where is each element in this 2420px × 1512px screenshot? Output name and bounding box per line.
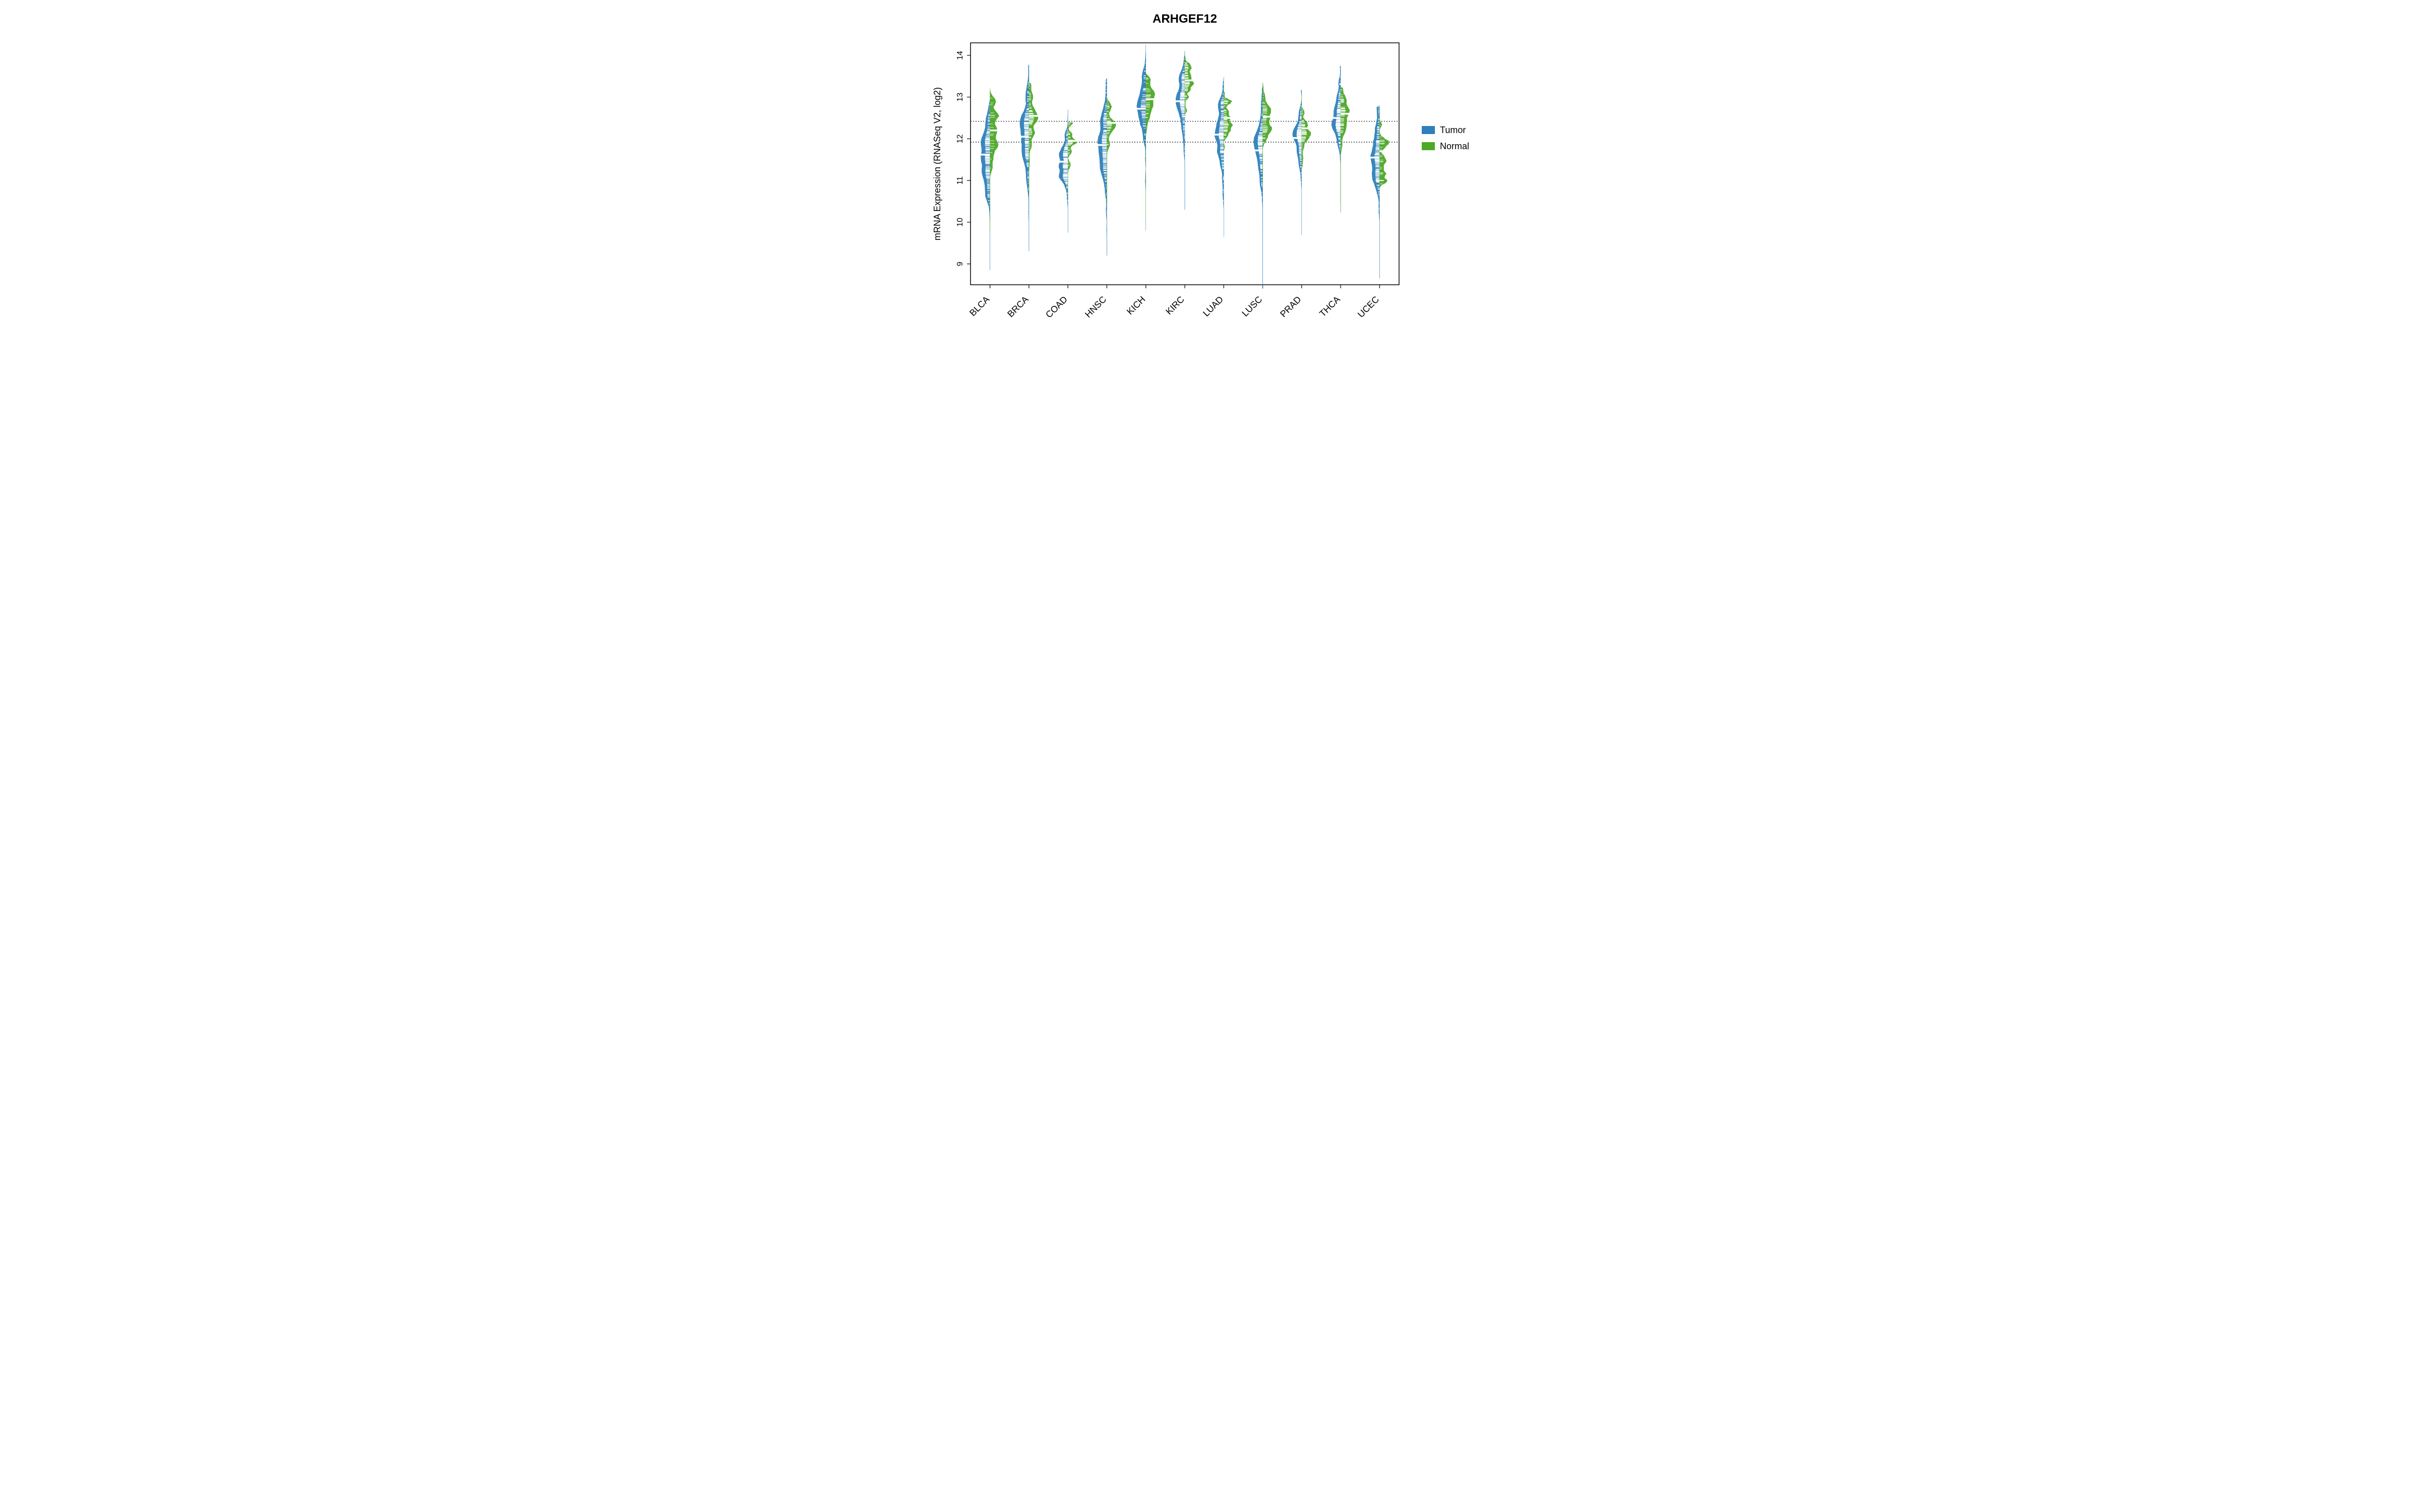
bean-normal xyxy=(1263,83,1272,187)
bean-tumor xyxy=(1215,77,1224,237)
bean-tumor xyxy=(1332,66,1341,204)
bean-normal xyxy=(1341,87,1350,213)
ytick-label: 13 xyxy=(956,93,964,102)
bean-tumor xyxy=(1176,51,1185,210)
x-category-label: LUAD xyxy=(1201,294,1225,319)
bean-tumor xyxy=(1254,87,1263,289)
x-category-label: BRCA xyxy=(1005,294,1031,320)
legend-label: Tumor xyxy=(1440,125,1466,135)
bean-normal xyxy=(1068,122,1077,196)
x-category-label: UCEC xyxy=(1356,294,1381,320)
bean-normal xyxy=(1029,83,1038,194)
bean-normal xyxy=(1379,107,1388,188)
x-category-label: KICH xyxy=(1125,294,1147,317)
beanplot-svg: ARHGEF12 9 10 11 12 13 14 mRNA Expression (RNAS… xyxy=(908,0,1512,378)
x-category-label: KIRC xyxy=(1164,294,1186,317)
ytick-label: 11 xyxy=(956,176,964,185)
legend-swatch xyxy=(1422,142,1435,150)
ytick-label: 10 xyxy=(956,218,964,227)
x-category-label: LUSC xyxy=(1240,294,1264,319)
ytick-label: 14 xyxy=(956,51,964,60)
x-category-label: BLCA xyxy=(967,294,991,318)
x-category-label: HNSC xyxy=(1083,294,1108,320)
bean-normal xyxy=(1107,97,1116,204)
chart-container: ARHGEF12 9 10 11 12 13 14 mRNA Expression (RNAS… xyxy=(908,0,1512,378)
x-category-label: THCA xyxy=(1317,294,1342,319)
bean-tumor xyxy=(1137,45,1146,230)
legend-label: Normal xyxy=(1440,141,1469,151)
bean-normal xyxy=(990,89,999,233)
x-category-label: COAD xyxy=(1044,294,1069,320)
legend-swatch xyxy=(1422,126,1435,134)
chart-title: ARHGEF12 xyxy=(1153,12,1217,26)
bean-tumor xyxy=(1098,78,1107,256)
bean-normal xyxy=(1146,72,1155,220)
ytick-label: 12 xyxy=(956,134,964,143)
ytick-label: 9 xyxy=(956,262,964,266)
y-axis-label: mRNA Expression (RNASeq V2, log2) xyxy=(932,87,942,240)
x-category-label: PRAD xyxy=(1278,294,1303,320)
